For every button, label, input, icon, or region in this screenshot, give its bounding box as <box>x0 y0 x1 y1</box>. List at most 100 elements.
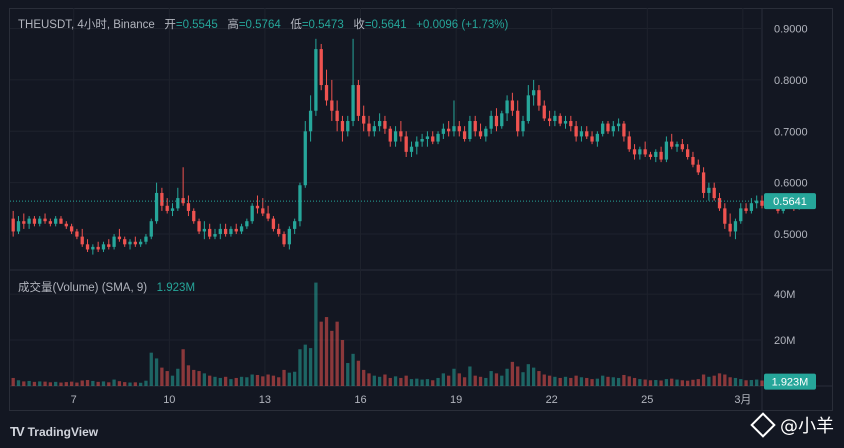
candle-body <box>91 246 95 250</box>
volume-bar <box>43 381 47 386</box>
volume-bar <box>271 375 276 386</box>
volume-bar <box>213 376 217 386</box>
candle-body <box>553 115 557 122</box>
volume-bar <box>611 377 615 386</box>
candle-body <box>574 126 578 137</box>
candle-body <box>123 239 127 245</box>
close-label: 收 <box>353 19 365 31</box>
candle-body <box>223 228 228 235</box>
binance-diamond-icon <box>750 412 776 438</box>
volume-bar <box>128 382 132 386</box>
volume-bar <box>755 379 759 386</box>
volume-bar <box>393 376 398 386</box>
candle-body <box>319 49 323 86</box>
volume-bar <box>558 377 562 386</box>
volume-bar <box>431 380 435 386</box>
price-overlay: 0.5641 1.923M <box>10 193 816 390</box>
volume-bar <box>632 377 637 386</box>
volume-bar <box>664 379 669 386</box>
volume-legend: 成交量(Volume) (SMA, 9) 1.923M <box>18 279 195 295</box>
candle-body <box>239 226 244 232</box>
candle-body <box>494 115 499 127</box>
volume-bar <box>346 363 350 386</box>
candle-body <box>335 110 339 122</box>
price-tick-label: 0.6000 <box>774 178 808 190</box>
volume-bar <box>319 321 323 386</box>
candle-body <box>59 218 63 224</box>
volume-bar <box>452 368 456 386</box>
volume-bar <box>123 382 127 386</box>
candle-body <box>208 228 212 237</box>
candle-body <box>383 121 387 129</box>
volume-bar <box>473 375 477 386</box>
volume-indicator-label[interactable]: 成交量(Volume) (SMA, 9) <box>18 282 148 294</box>
volume-bar <box>723 374 727 386</box>
candle-body <box>362 115 366 124</box>
time-tick-label: 22 <box>546 394 558 406</box>
volume-bar <box>707 376 711 386</box>
last-volume-label: 1.923M <box>772 377 809 389</box>
tradingview-logo[interactable]: TV TradingView <box>10 424 98 439</box>
candle-body <box>22 221 26 224</box>
candle-body <box>229 228 233 235</box>
volume-bar <box>160 367 164 386</box>
volume-bar <box>293 371 297 386</box>
candle-body <box>170 208 175 211</box>
candle-body <box>712 187 716 199</box>
last-price-label: 0.5641 <box>773 196 807 208</box>
candle-body <box>144 236 148 242</box>
volume-bar <box>484 377 488 386</box>
volume-bar <box>542 374 546 386</box>
volume-bar <box>16 380 21 386</box>
volume-tick-label: 20M <box>774 335 795 347</box>
candle-body <box>579 131 584 137</box>
volume-bar <box>38 381 42 386</box>
candle-body <box>404 136 408 152</box>
volume-bar <box>91 380 95 386</box>
candle-body <box>462 131 467 139</box>
candle-body <box>733 221 738 232</box>
candlesticks <box>11 38 801 255</box>
price-tick-label: 0.9000 <box>774 24 808 36</box>
candle-body <box>165 205 169 211</box>
volume-bar <box>223 376 228 386</box>
volume-bar <box>308 348 313 386</box>
candle-body <box>16 221 21 232</box>
open-value: =0.5545 <box>175 19 218 31</box>
volume-bar <box>696 379 700 386</box>
candle-body <box>431 136 435 142</box>
volume-bar <box>627 376 631 386</box>
volume-bar <box>266 374 270 386</box>
candle-body <box>664 141 669 160</box>
volume-bar <box>579 377 584 386</box>
candle-body <box>717 198 722 209</box>
candle-body <box>420 139 424 142</box>
volume-bar <box>144 380 148 386</box>
candle-body <box>606 123 610 132</box>
candle-body <box>308 110 313 132</box>
volume-bar <box>654 380 658 386</box>
candle-body <box>701 172 706 193</box>
candle-body <box>489 115 493 129</box>
symbol-label[interactable]: THEUSDT, 4小时, Binance <box>18 19 155 31</box>
volume-bar <box>181 349 185 386</box>
volume-bar <box>686 380 690 386</box>
candle-body <box>627 136 631 150</box>
candle-body <box>686 149 690 157</box>
volume-bar <box>441 373 446 386</box>
volume-bar <box>622 374 626 386</box>
volume-bar <box>165 371 169 386</box>
candle-body <box>728 223 732 232</box>
candle-body <box>107 244 111 247</box>
change-value: +0.0096 (+1.73%) <box>416 19 509 31</box>
volume-bar <box>521 372 525 386</box>
volume-bar <box>117 381 122 386</box>
time-tick-label: 25 <box>641 394 653 406</box>
candle-body <box>356 85 361 116</box>
volume-bar <box>457 373 461 386</box>
candle-body <box>537 90 541 106</box>
volume-bar <box>48 382 53 386</box>
candle-body <box>542 105 546 119</box>
candle-body <box>680 144 684 150</box>
